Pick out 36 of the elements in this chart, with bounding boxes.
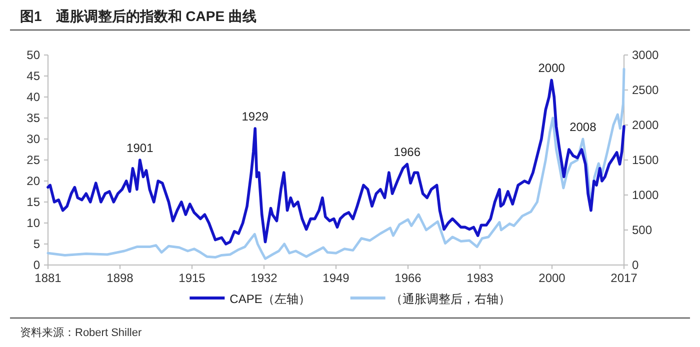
chart-title: 图1 通胀调整后的指数和 CAPE 曲线 — [20, 8, 256, 24]
y-tick-label: 35 — [26, 111, 40, 125]
y2-tick-label: 3000 — [632, 48, 660, 62]
legend-label: （通胀调整后，右轴） — [390, 292, 510, 306]
x-tick-label: 2017 — [610, 271, 638, 285]
x-tick-label: 1898 — [106, 271, 134, 285]
annotation: 2000 — [538, 61, 566, 76]
y-tick-label: 25 — [26, 153, 40, 167]
text: 资料来源：Robert Shiller — [20, 326, 142, 339]
x-tick-label: 1881 — [34, 271, 62, 285]
y-tick-label: 10 — [26, 216, 40, 230]
y2-tick-label: 1000 — [632, 188, 660, 202]
y2-tick-label: 2500 — [632, 83, 660, 97]
annotation: 1966 — [394, 145, 421, 160]
y-tick-label: 5 — [33, 237, 40, 251]
y-tick-label: 30 — [26, 132, 40, 146]
x-tick-label: 1949 — [322, 271, 350, 285]
legend-label: CAPE（左轴） — [230, 292, 310, 306]
annotation: 1929 — [242, 110, 269, 124]
x-tick-label: 1966 — [394, 271, 422, 285]
annotation: 1901 — [126, 141, 154, 155]
y2-tick-label: 1500 — [632, 153, 660, 167]
annotation: 2008 — [570, 120, 597, 134]
y-tick-label: 20 — [26, 174, 40, 188]
y-tick-label: 15 — [26, 195, 40, 209]
x-tick-label: 2000 — [538, 271, 566, 285]
y2-tick-label: 0 — [632, 258, 639, 272]
y-tick-label: 45 — [26, 69, 40, 83]
y-tick-label: 50 — [26, 48, 40, 62]
x-tick-label: 1983 — [466, 271, 494, 285]
y-tick-label: 0 — [33, 258, 40, 272]
x-tick-label: 1915 — [178, 271, 206, 285]
x-tick-label: 1932 — [250, 271, 278, 285]
y-tick-label: 40 — [26, 90, 40, 104]
y2-tick-label: 500 — [632, 223, 652, 237]
y2-tick-label: 2000 — [632, 118, 660, 132]
